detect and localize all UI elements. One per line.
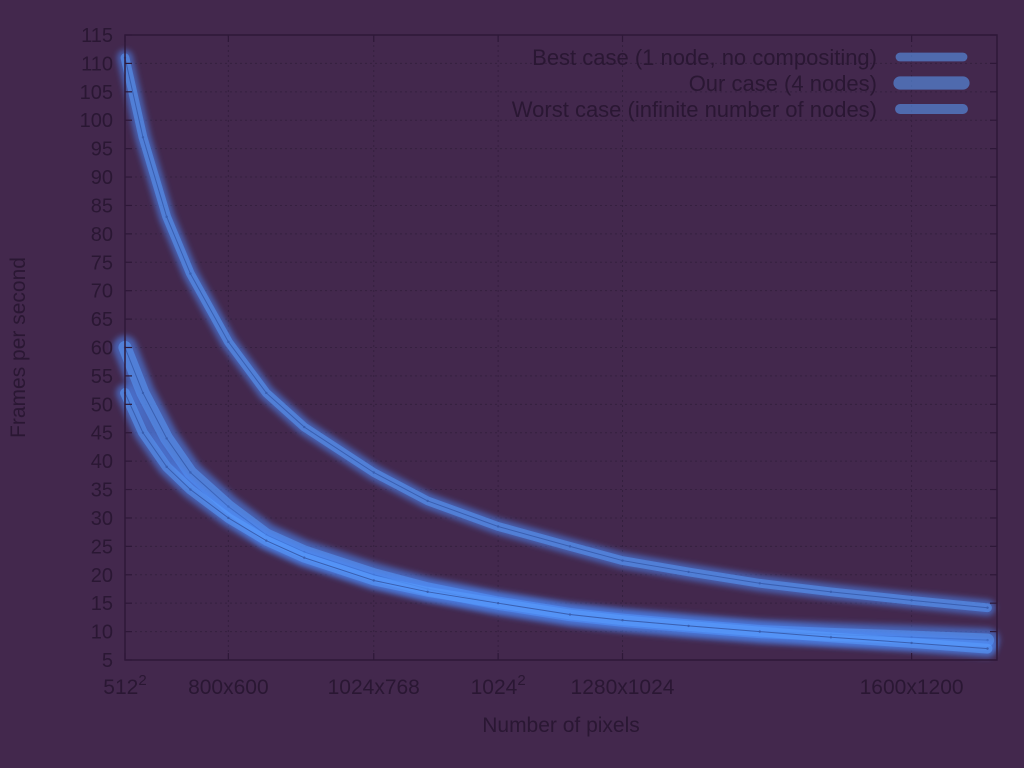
data-point — [496, 525, 500, 528]
y-tick-label: 85 — [91, 195, 113, 217]
data-point — [986, 606, 989, 609]
data-point — [303, 425, 306, 429]
data-point — [372, 579, 375, 582]
y-tick-label: 100 — [80, 110, 113, 132]
data-point — [141, 136, 145, 139]
y-tick-label: 90 — [91, 167, 113, 189]
data-point — [303, 556, 306, 559]
series-1 — [117, 49, 996, 616]
x-axis-label: Number of pixels — [482, 714, 640, 737]
data-point — [265, 391, 268, 395]
x-axis: 5122 800x600 1024x768 10242 1280x1024 1600x12… — [103, 35, 964, 699]
x-tick-label: 1024x768 — [328, 676, 420, 699]
y-tick-label: 15 — [91, 593, 113, 615]
data-point — [758, 582, 761, 585]
y-tick-label: 25 — [91, 536, 113, 558]
y-tick-label: 80 — [91, 224, 113, 246]
data-point — [758, 630, 761, 633]
y-tick-label: 20 — [91, 565, 113, 587]
data-point — [426, 499, 429, 503]
data-point — [829, 590, 833, 594]
y-tick-label: 40 — [91, 451, 113, 473]
data-point — [189, 488, 192, 491]
y-tick-label: 70 — [91, 281, 113, 303]
legend-label: Worst case (infinite number of nodes) — [512, 97, 877, 122]
series-layer — [113, 49, 1000, 658]
data-point — [165, 465, 168, 469]
data-point — [986, 647, 989, 650]
y-tick-label: 10 — [91, 622, 113, 644]
data-point — [265, 539, 268, 542]
data-point — [141, 431, 145, 434]
y-axis: 5 10 15 20 25 30 35 40 45 50 55 60 65 70 75 80 85 90 95 100… — [80, 25, 997, 672]
y-tick-label: 110 — [81, 53, 113, 75]
y-tick-label: 30 — [91, 508, 113, 530]
data-point — [141, 391, 145, 395]
legend-label: Best case (1 node, no compositing) — [532, 45, 877, 70]
y-tick-label: 50 — [91, 394, 113, 416]
data-point — [189, 471, 192, 474]
y-tick-label: 115 — [81, 25, 113, 47]
data-point — [227, 340, 230, 344]
data-point — [165, 215, 168, 219]
x-tick-label: 5122 — [103, 672, 146, 699]
y-tick-label: 95 — [91, 139, 113, 161]
y-tick-label: 45 — [91, 423, 113, 445]
data-point — [687, 570, 690, 574]
series-3 — [116, 383, 997, 658]
data-point — [189, 272, 192, 275]
x-tick-label: 1600x1200 — [860, 676, 964, 699]
x-tick-label: 800x600 — [188, 676, 269, 699]
y-tick-label: 65 — [91, 309, 113, 331]
data-point — [621, 619, 624, 622]
x-tick-label: 10242 — [471, 672, 526, 699]
y-tick-label: 105 — [80, 82, 113, 104]
data-point — [687, 624, 690, 628]
data-point — [568, 613, 572, 616]
data-point — [910, 641, 913, 645]
y-tick-label: 35 — [91, 480, 113, 502]
data-point — [829, 636, 833, 639]
data-point — [165, 437, 168, 440]
legend-label: Our case (4 nodes) — [689, 71, 877, 96]
data-point — [372, 471, 375, 474]
data-point — [227, 516, 230, 520]
data-point — [568, 545, 572, 548]
y-axis-label: Frames per second — [7, 257, 30, 438]
legend: Best case (1 node, no compositing)Our ca… — [512, 45, 975, 122]
data-point — [496, 601, 500, 605]
data-point — [621, 559, 624, 562]
x-tick-label: 1280x1024 — [571, 676, 675, 699]
data-point — [426, 590, 429, 594]
y-tick-label: 55 — [91, 366, 113, 388]
y-tick-label: 60 — [91, 338, 113, 360]
y-tick-label: 5 — [102, 650, 113, 672]
data-point — [910, 599, 913, 602]
y-tick-label: 75 — [91, 252, 113, 274]
